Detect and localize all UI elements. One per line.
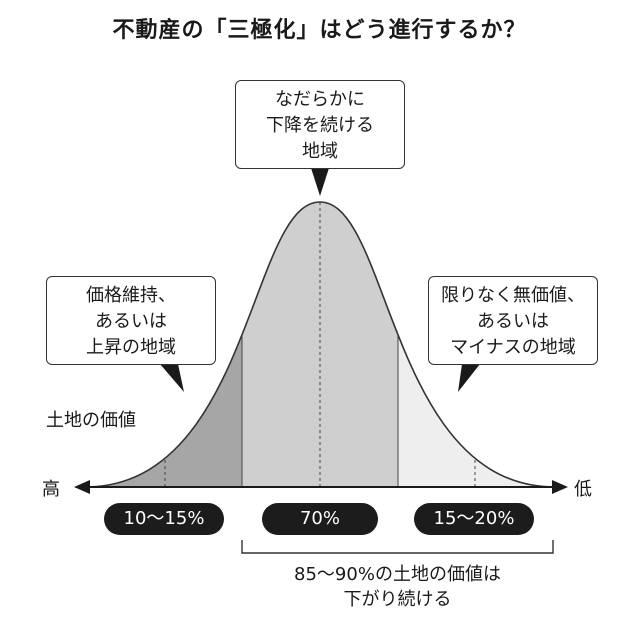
bracket bbox=[241, 540, 554, 554]
y-axis-label: 土地の価値 bbox=[46, 410, 136, 431]
callout-pointer-center bbox=[311, 168, 329, 196]
callout-right: 限りなく無価値、 あるいは マイナスの地域 bbox=[428, 276, 598, 365]
callout-center: なだらかに 下降を続ける 地域 bbox=[235, 80, 405, 169]
segment-pill-right: 15～20% bbox=[414, 503, 534, 535]
segment-pill-center: 70% bbox=[262, 503, 378, 535]
axis-arrow-left-icon bbox=[74, 480, 90, 494]
axis-arrow-right-icon bbox=[552, 480, 568, 494]
bell-curve-outline bbox=[84, 201, 556, 488]
callout-pointer-left bbox=[160, 364, 184, 392]
callout-left: 価格維持、 あるいは 上昇の地域 bbox=[46, 276, 216, 365]
callout-pointer-right bbox=[458, 364, 480, 392]
axis-high-label: 高 bbox=[42, 479, 60, 500]
axis-low-label: 低 bbox=[574, 479, 592, 500]
bracket-note: 85～90%の土地の価値は 下がり続ける bbox=[294, 564, 501, 610]
segment-pill-left: 10～15% bbox=[104, 503, 224, 535]
diagram-title: 不動産の「三極化」はどう進行するか？ bbox=[112, 18, 527, 43]
